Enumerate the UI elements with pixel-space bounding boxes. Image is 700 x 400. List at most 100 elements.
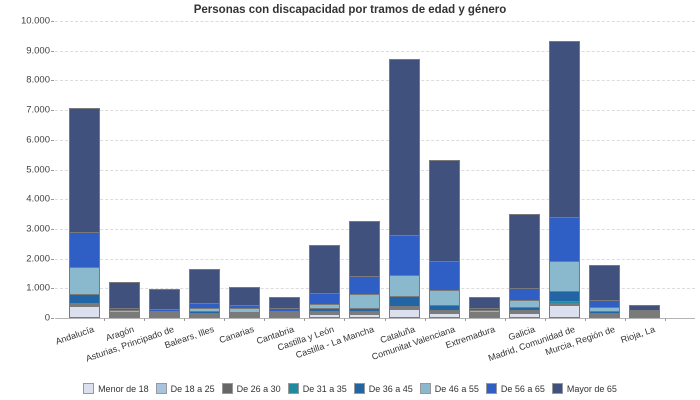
legend-label: Mayor de 65 — [566, 383, 617, 394]
legend-swatch — [551, 383, 563, 394]
x-tick-mark — [224, 318, 226, 321]
bar-segment[interactable] — [108, 282, 140, 309]
y-tick-mark — [51, 318, 54, 319]
bar-segment[interactable] — [68, 306, 100, 318]
legend: Menor de 18 De 18 a 25 De 26 a 30 De 31 a 3… — [0, 383, 700, 394]
legend-item-de-56-a-65[interactable]: De 56 a 65 — [485, 383, 545, 394]
bar-asturias-principado-de — [148, 289, 180, 318]
bar-segment[interactable] — [68, 108, 100, 234]
legend-label: De 46 a 55 — [434, 383, 479, 394]
bar-segment[interactable] — [148, 289, 180, 310]
bar-segment[interactable] — [389, 59, 421, 237]
legend-swatch — [419, 383, 431, 394]
bar-segment[interactable] — [389, 309, 421, 318]
bar-segment[interactable] — [348, 293, 380, 309]
bar-segment[interactable] — [549, 41, 581, 218]
bar-segment[interactable] — [589, 315, 621, 318]
bar-segment[interactable] — [188, 269, 220, 305]
bar-balears-illes — [188, 269, 220, 318]
x-tick-mark — [544, 318, 546, 321]
gridline — [55, 80, 695, 82]
gridline — [55, 50, 695, 52]
bar-extremadura — [469, 296, 501, 318]
y-tick-mark — [51, 288, 54, 290]
y-tick-label: 3.000 — [26, 223, 50, 235]
legend-item-de-26-a-30[interactable]: De 26 a 30 — [221, 383, 281, 394]
y-tick-label: 1.000 — [26, 282, 50, 294]
legend-item-mayor-de-65[interactable]: Mayor de 65 — [551, 383, 617, 394]
bar-segment[interactable] — [549, 304, 581, 318]
bar-segment[interactable] — [228, 316, 260, 318]
gridline — [55, 199, 695, 201]
legend-item-menor-de-18[interactable]: Menor de 18 — [83, 383, 149, 394]
y-tick-mark — [51, 50, 54, 52]
bar-segment[interactable] — [389, 274, 421, 297]
bar-galicia — [509, 213, 541, 318]
bar-segment[interactable] — [68, 232, 100, 268]
bar-segment[interactable] — [148, 316, 180, 318]
legend-label: Menor de 18 — [98, 383, 149, 394]
bar-murcia-regi-n-de — [589, 265, 621, 318]
legend-item-de-46-a-55[interactable]: De 46 a 55 — [419, 383, 479, 394]
bar-segment[interactable] — [348, 276, 380, 295]
x-axis-line — [55, 318, 695, 319]
bar-segment[interactable] — [348, 313, 380, 318]
bar-segment[interactable] — [429, 261, 461, 291]
bar-segment[interactable] — [228, 287, 260, 306]
legend-swatch — [353, 383, 365, 394]
y-tick-mark — [51, 228, 54, 230]
bar-segment[interactable] — [188, 315, 220, 318]
y-tick-mark — [51, 169, 54, 171]
bar-comunitat-valenciana — [429, 160, 461, 318]
bar-segment[interactable] — [429, 313, 461, 318]
legend-item-de-36-a-45[interactable]: De 36 a 45 — [353, 383, 413, 394]
x-tick-mark — [424, 318, 426, 321]
bar-segment[interactable] — [509, 313, 541, 318]
bar-rioja-la — [629, 305, 661, 318]
legend-label: De 26 a 30 — [236, 383, 281, 394]
bar-canarias — [228, 287, 260, 318]
legend-label: De 18 a 25 — [170, 383, 215, 394]
bar-catalu-a — [389, 59, 421, 318]
bar-segment[interactable] — [348, 221, 380, 278]
bar-segment[interactable] — [389, 235, 421, 276]
legend-swatch — [83, 383, 95, 394]
y-tick-label: 4.000 — [26, 193, 50, 205]
x-tick-mark — [104, 318, 106, 321]
y-axis: 0 1.000 2.000 3.000 4.000 5.000 6.000 7.000 8.00… — [0, 16, 50, 324]
chart-title: Personas con discapacidad por tramos de … — [193, 4, 507, 16]
y-tick-mark — [51, 258, 54, 260]
x-tick-mark — [344, 318, 346, 321]
bar-segment[interactable] — [469, 316, 501, 318]
bar-segment[interactable] — [68, 266, 100, 295]
bar-segment[interactable] — [429, 289, 461, 306]
legend-item-de-18-a-25[interactable]: De 18 a 25 — [155, 383, 215, 394]
bar-madrid-comunidad-de — [549, 41, 581, 318]
x-tick-mark — [504, 318, 506, 321]
plot-area — [55, 21, 695, 319]
y-tick-label: 9.000 — [26, 45, 50, 57]
bar-segment[interactable] — [629, 316, 661, 318]
x-tick-label: Andalucía — [54, 324, 96, 347]
bar-segment[interactable] — [589, 265, 621, 301]
bar-segment[interactable] — [549, 216, 581, 263]
bar-segment[interactable] — [308, 313, 340, 318]
bar-segment[interactable] — [429, 160, 461, 262]
y-tick-mark — [51, 110, 54, 112]
x-tick-label: Rioja, La — [619, 324, 657, 346]
y-tick-label: 5.000 — [26, 164, 50, 175]
bar-segment[interactable] — [268, 316, 300, 318]
legend-swatch — [221, 383, 233, 394]
bar-segment[interactable] — [549, 261, 581, 292]
legend-item-de-31-a-35[interactable]: De 31 a 35 — [287, 383, 347, 394]
legend-label: De 56 a 65 — [500, 383, 545, 394]
bar-segment[interactable] — [509, 213, 541, 290]
bar-segment[interactable] — [308, 245, 340, 294]
y-tick-label: 0 — [44, 312, 50, 324]
x-tick-mark — [144, 318, 146, 321]
x-tick-mark — [624, 318, 626, 321]
gridline — [55, 110, 695, 112]
bar-segment[interactable] — [108, 315, 140, 318]
x-tick-mark — [304, 318, 306, 321]
